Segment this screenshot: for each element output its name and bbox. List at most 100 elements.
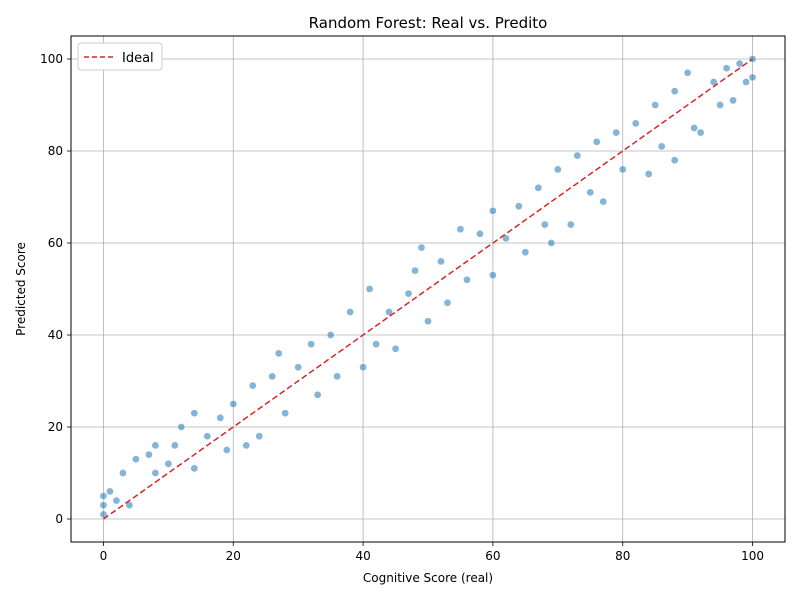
x-tick-label: 80 <box>615 549 630 563</box>
y-tick-label: 0 <box>55 512 63 526</box>
x-tick-label: 20 <box>226 549 241 563</box>
scatter-point <box>540 220 549 229</box>
scatter-point <box>190 464 199 473</box>
scatter-point <box>599 197 608 206</box>
scatter-point <box>566 220 575 229</box>
scatter-point <box>612 128 621 137</box>
scatter-point <box>476 229 484 238</box>
y-tick-label: 80 <box>48 144 63 158</box>
scatter-point <box>99 510 108 519</box>
scatter-point <box>132 455 140 464</box>
y-axis-label: Predicted Score <box>14 242 28 336</box>
scatter-point <box>644 170 653 178</box>
scatter-point <box>742 78 750 86</box>
scatter-point <box>411 266 419 275</box>
scatter-point <box>670 87 679 96</box>
scatter-point <box>592 137 601 146</box>
scatter-point <box>515 202 523 211</box>
x-ticks: 0 20 40 60 80 100 <box>100 542 764 563</box>
x-axis-label: Cognitive Score (real) <box>363 571 493 585</box>
scatter-point <box>534 183 543 192</box>
scatter-point <box>573 151 582 160</box>
scatter-point <box>424 317 432 326</box>
scatter-point <box>359 363 367 372</box>
scatter-point <box>722 64 731 73</box>
scatter-point <box>177 423 186 431</box>
y-tick-label: 60 <box>48 236 63 250</box>
scatter-point <box>190 409 199 418</box>
scatter-point <box>683 68 692 77</box>
chart-title: Random Forest: Real vs. Predito <box>309 14 548 32</box>
scatter-point <box>281 409 290 418</box>
scatter-point <box>521 248 530 257</box>
x-tick-label: 40 <box>355 549 370 563</box>
legend: Ideal <box>77 42 163 71</box>
scatter-point <box>171 441 179 450</box>
scatter-point <box>268 372 277 381</box>
scatter-point <box>709 78 718 86</box>
scatter-point <box>735 59 744 68</box>
scatter-point <box>313 390 322 399</box>
scatter-point <box>119 469 127 477</box>
scatter-point <box>716 101 724 109</box>
scatter-point <box>502 234 510 243</box>
scatter-point <box>274 349 283 358</box>
scatter-point <box>365 285 374 293</box>
scatter-point <box>391 344 400 353</box>
scatter-point <box>729 96 737 105</box>
scatter-points <box>99 55 757 519</box>
y-tick-label: 20 <box>48 420 63 434</box>
scatter-point <box>417 243 426 252</box>
scatter-point <box>586 188 595 197</box>
scatter-point <box>203 432 212 441</box>
scatter-point <box>222 446 231 454</box>
y-tick-label: 40 <box>48 328 63 342</box>
legend-ideal-label: Ideal <box>122 51 154 66</box>
scatter-point <box>443 298 452 307</box>
scatter-point <box>690 124 698 132</box>
scatter-point <box>618 165 627 174</box>
scatter-point <box>489 271 497 280</box>
scatter-point <box>326 331 335 339</box>
scatter-point <box>112 496 121 505</box>
x-tick-label: 0 <box>100 549 108 563</box>
scatter-point <box>99 492 108 500</box>
scatter-point <box>106 487 114 496</box>
scatter-point <box>216 413 225 422</box>
scatter-point <box>248 381 257 390</box>
scatter-point <box>151 469 160 477</box>
plot-frame <box>70 35 786 543</box>
scatter-point <box>151 441 160 450</box>
scatter-point <box>229 400 238 408</box>
scatter-point <box>255 432 264 441</box>
scatter-point <box>547 239 556 247</box>
scatter-point <box>125 501 134 510</box>
scatter-point <box>145 450 153 459</box>
scatter-point <box>670 156 679 165</box>
scatter-point <box>657 142 666 151</box>
x-tick-label: 60 <box>485 549 500 563</box>
y-ticks: 0 20 40 60 80 100 <box>40 52 71 526</box>
scatter-point <box>372 340 380 349</box>
x-tick-label: 100 <box>741 549 764 563</box>
scatter-point <box>748 73 757 82</box>
scatter-point <box>696 128 705 137</box>
scatter-point <box>385 308 393 316</box>
scatter-point <box>489 206 497 215</box>
scatter-point <box>307 340 316 349</box>
ideal-line-group <box>103 58 753 520</box>
scatter-point <box>242 441 251 450</box>
scatter-point <box>437 257 445 266</box>
scatter-point <box>463 275 471 284</box>
scatter-point <box>651 101 660 109</box>
scatter-point <box>99 501 108 510</box>
scatter-point <box>164 459 173 468</box>
scatter-point <box>631 119 640 128</box>
scatter-point <box>404 289 413 298</box>
scatter-point <box>346 308 354 316</box>
grid <box>71 36 785 542</box>
scatter-point <box>553 165 562 174</box>
scatter-point <box>294 363 303 372</box>
legend-box <box>77 42 163 71</box>
